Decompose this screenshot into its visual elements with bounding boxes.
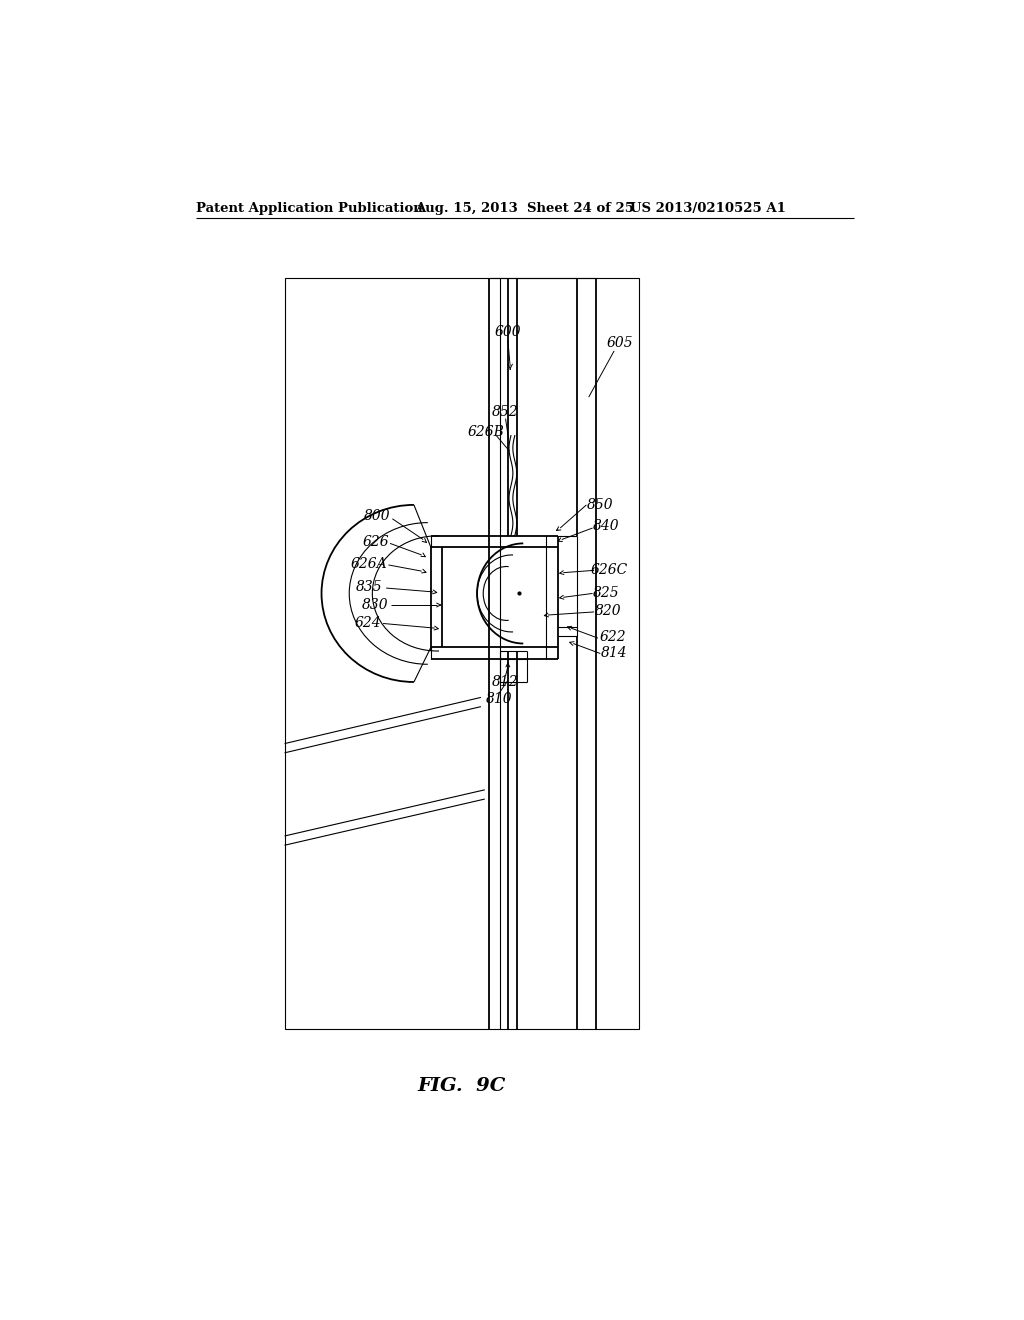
Text: 835: 835: [356, 581, 383, 594]
Text: Patent Application Publication: Patent Application Publication: [196, 202, 423, 215]
Text: 626: 626: [362, 535, 389, 549]
Bar: [285, 277, 639, 1028]
Text: 600: 600: [495, 325, 521, 339]
Text: 852: 852: [493, 405, 519, 420]
Text: 814: 814: [601, 645, 628, 660]
Text: 820: 820: [595, 605, 622, 618]
Text: 622: 622: [599, 631, 626, 644]
Text: 812: 812: [493, 675, 519, 689]
Text: 850: 850: [587, 498, 613, 512]
Text: 626A: 626A: [351, 557, 387, 572]
Text: Aug. 15, 2013  Sheet 24 of 25: Aug. 15, 2013 Sheet 24 of 25: [416, 202, 635, 215]
Text: 626B: 626B: [468, 425, 505, 438]
Text: 840: 840: [593, 520, 620, 533]
Text: 825: 825: [593, 586, 620, 599]
Text: US 2013/0210525 A1: US 2013/0210525 A1: [630, 202, 785, 215]
Text: FIG.  9C: FIG. 9C: [418, 1077, 506, 1096]
Text: 800: 800: [364, 510, 390, 524]
Text: 810: 810: [486, 692, 513, 706]
Text: 830: 830: [362, 598, 389, 612]
Text: 605: 605: [607, 337, 634, 350]
Text: 626C: 626C: [591, 564, 628, 577]
Text: 624: 624: [354, 616, 381, 631]
